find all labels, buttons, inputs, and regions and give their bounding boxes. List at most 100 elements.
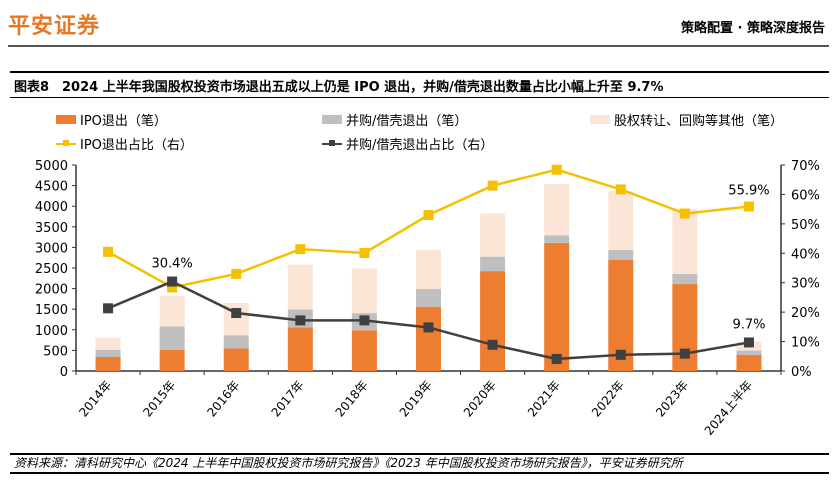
bar-segment	[95, 337, 121, 350]
bar-segment	[480, 256, 506, 272]
line-marker	[103, 303, 114, 314]
bar-segment	[223, 335, 249, 349]
x-tick-label: 2019年	[397, 378, 435, 420]
bar-segment	[480, 213, 506, 257]
legend-ipo-ratio: IPO退出占比（右）	[56, 134, 193, 153]
bar-segment	[608, 249, 634, 260]
left-tick-label: 0	[60, 365, 68, 380]
x-tick-label: 2024上半年	[702, 378, 756, 438]
bar-segment	[544, 242, 570, 371]
bar-segment	[351, 330, 377, 371]
bar-segment	[95, 349, 121, 357]
left-tick-label: 4500	[35, 180, 68, 195]
line-marker	[423, 210, 434, 221]
bar-segment	[672, 273, 698, 285]
legend-swatch	[590, 115, 610, 124]
line-marker	[167, 282, 178, 293]
left-tick-label: 5000	[35, 159, 68, 174]
left-tick-label: 500	[43, 344, 68, 359]
bar-segment	[672, 208, 698, 274]
legend-swatch	[322, 115, 342, 124]
bar-segment	[159, 326, 185, 350]
bar-segment	[95, 356, 121, 371]
legend-other: 股权转让、回购等其他（笔）	[590, 110, 783, 129]
right-tick-label: 60%	[791, 188, 820, 203]
figure-title: 2024 上半年我国股权投资市场退出五成以上仍是 IPO 退出，并购/借壳退出数…	[62, 80, 664, 95]
right-tick-label: 40%	[791, 247, 820, 262]
line-marker	[103, 246, 114, 257]
bar-segment	[416, 289, 441, 307]
bar-segment	[351, 268, 377, 314]
right-tick-label: 0%	[791, 365, 812, 380]
line-marker	[295, 315, 306, 326]
source-note: 资料来源：清科研究中心《2024 上半年中国股权投资市场研究报告》《2023 年…	[10, 453, 829, 474]
data-label: 55.9%	[728, 183, 769, 198]
line-marker	[679, 208, 690, 219]
right-tick-label: 50%	[791, 218, 820, 233]
legend-label: IPO退出占比（右）	[80, 138, 193, 153]
line-marker	[487, 339, 498, 350]
x-tick-label: 2020年	[461, 378, 499, 420]
data-label: 9.7%	[732, 317, 765, 332]
bar-segment	[159, 295, 185, 327]
legend-label: 并购/借壳退出（笔）	[346, 114, 468, 129]
report-type: 策略配置 · 策略深度报告	[681, 21, 825, 36]
line-marker	[231, 308, 242, 319]
bar-segment	[544, 183, 570, 236]
bar-segment	[480, 271, 506, 371]
left-tick-label: 3000	[35, 241, 68, 256]
left-tick-label: 1000	[35, 324, 68, 339]
x-tick-label: 2015年	[140, 378, 178, 420]
legend-line	[322, 139, 342, 146]
line-marker	[615, 349, 626, 360]
bar-segment	[159, 349, 185, 371]
line-marker	[359, 315, 370, 326]
right-tick-label: 70%	[791, 159, 820, 174]
x-tick-label: 2018年	[333, 378, 371, 420]
x-tick-label: 2022年	[589, 378, 627, 420]
figure-number: 图表8	[14, 80, 50, 95]
line-marker	[167, 276, 178, 287]
line-marker	[615, 184, 626, 195]
line-marker	[551, 164, 562, 175]
bar-segment	[736, 354, 762, 371]
legend-label: 股权转让、回购等其他（笔）	[614, 114, 784, 129]
bar-segment	[287, 264, 313, 310]
line-marker	[551, 353, 562, 364]
x-tick-label: 2021年	[525, 378, 563, 420]
x-tick-label: 2014年	[76, 378, 114, 420]
left-tick-label: 3500	[35, 221, 68, 236]
x-tick-label: 2023年	[653, 378, 691, 420]
left-tick-label: 4000	[35, 200, 68, 215]
bar-segment	[416, 306, 441, 371]
bar-segment	[223, 348, 249, 371]
x-tick-label: 2017年	[269, 378, 307, 420]
divider	[8, 45, 829, 47]
left-tick-label: 2500	[35, 262, 68, 277]
bar-segment	[544, 235, 570, 243]
line-marker	[743, 201, 754, 212]
line-marker	[743, 337, 754, 348]
line-marker	[231, 268, 242, 279]
data-label: 30.4%	[151, 257, 192, 272]
legend-label: 并购/借壳退出占比（右）	[346, 138, 494, 153]
legend-ma-ratio: 并购/借壳退出占比（右）	[322, 134, 493, 153]
bar-segment	[416, 249, 441, 290]
bar-segment	[287, 327, 313, 371]
line-marker	[423, 322, 434, 333]
legend-ipo: IPO退出（笔）	[56, 110, 167, 129]
legend-ma: 并购/借壳退出（笔）	[322, 110, 467, 129]
legend-line	[56, 139, 76, 146]
left-tick-label: 2000	[35, 283, 68, 298]
logo: 平安证券	[8, 14, 101, 39]
x-tick-label: 2016年	[204, 378, 242, 420]
right-tick-label: 30%	[791, 277, 820, 292]
legend-swatch	[56, 115, 76, 124]
figure-title-bar: 图表8 2024 上半年我国股权投资市场退出五成以上仍是 IPO 退出，并购/借…	[10, 71, 829, 98]
bar-segment	[736, 350, 762, 355]
right-tick-label: 20%	[791, 306, 820, 321]
line-marker	[679, 348, 690, 359]
right-tick-label: 10%	[791, 336, 820, 351]
bar-segment	[608, 191, 634, 250]
